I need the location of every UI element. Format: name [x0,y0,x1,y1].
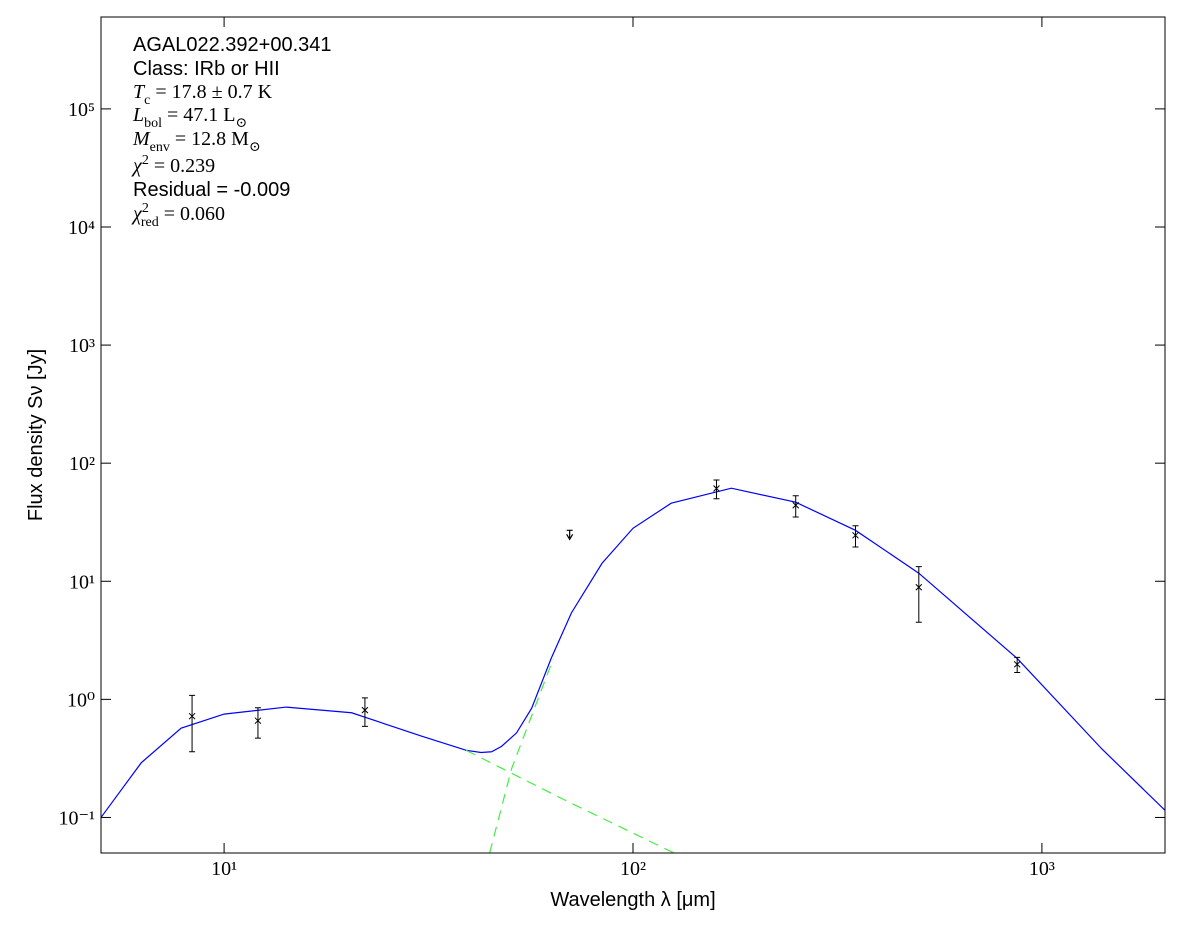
annotation-part: M [132,128,151,150]
annotation-part: = 47.1 L [162,104,236,126]
annotation-part: AGAL022.392+00.341 [133,34,332,56]
annotation-part: red [141,215,159,230]
annotation-part: 2 [142,201,149,216]
error-bar [189,694,196,753]
data-point [254,717,262,725]
annotation-part: χ [131,203,143,225]
component-line [465,749,675,853]
annotation-part: Residual = -0.009 [133,179,290,201]
y-tick-label: 10⁴ [68,217,95,239]
data-point [792,501,800,509]
y-tick-label: 10⁰ [67,689,95,711]
annotation-part: = 17.8 ± 0.7 K [150,81,272,103]
annotation-part: bol [144,116,162,131]
x-tick-label: 10³ [1029,858,1055,880]
annotation: AGAL022.392+00.341 [133,34,332,56]
error-bar [852,525,859,548]
annotation-part: ⊙ [249,140,261,155]
y-tick-label: 10¹ [69,571,95,593]
y-axis-label: Flux density Sν [Jy] [25,349,47,521]
data-point [852,531,859,539]
annotation-part: χ [131,155,143,177]
y-tick-label: 10² [69,453,95,475]
annotation-part: T [133,81,146,103]
annotation: χ2 red = 0.060 [131,201,225,230]
annotation-part: = 0.060 [159,203,225,225]
plot-frame [100,16,1166,854]
annotation: Residual = -0.009 [133,179,290,201]
annotation-part: L [132,104,144,126]
component-line [489,658,554,853]
x-axis-label: Wavelength λ [μm] [550,889,715,911]
annotation-part: = 12.8 M [170,128,249,150]
annotation-part: Class: IRb or HII [133,58,280,80]
x-tick-label: 10² [620,858,646,880]
error-bar [792,495,799,518]
annotation: Lbol = 47.1 L⊙ [132,104,247,131]
annotation-part: env [150,140,170,155]
annotation-part: 2 [142,153,149,168]
upper-limit [566,529,574,541]
y-tick-label: 10⁻¹ [58,807,95,829]
annotation-part: = 0.239 [149,155,215,177]
annotation: Menv = 12.8 M⊙ [132,128,261,155]
error-bar [915,566,922,623]
annotation-part: ⊙ [236,116,248,131]
error-bar [361,697,368,727]
data-point [188,712,196,720]
data-point [915,583,923,591]
error-bar [713,479,720,500]
annotation: Tc = 17.8 ± 0.7 K [133,81,273,108]
x-tick-label: 10¹ [211,858,237,880]
annotation: Class: IRb or HII [133,58,280,80]
annotation-part: c [144,93,150,108]
y-tick-label: 10⁵ [68,99,95,121]
error-bar [254,707,261,739]
data-point [713,485,720,492]
data-point [361,706,369,714]
y-tick-label: 10³ [69,335,95,357]
data-point [1013,660,1021,668]
annotation: χ2 = 0.239 [131,153,215,177]
